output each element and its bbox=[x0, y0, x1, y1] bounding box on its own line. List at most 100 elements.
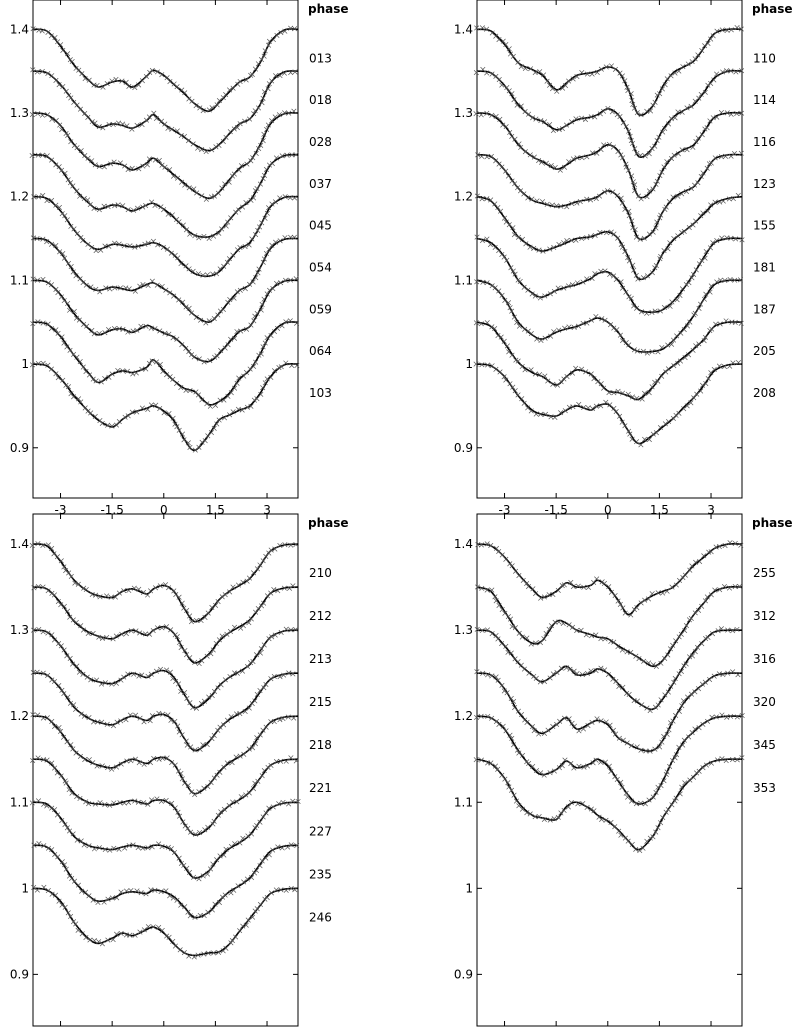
data-point-marker bbox=[597, 229, 603, 236]
data-point-marker bbox=[86, 715, 92, 721]
data-point-marker bbox=[198, 317, 204, 323]
data-point-marker bbox=[65, 132, 71, 139]
data-point-marker bbox=[696, 341, 702, 347]
data-point-marker bbox=[49, 677, 55, 683]
data-point-marker bbox=[220, 306, 226, 313]
data-point-marker bbox=[59, 902, 65, 908]
data-point-marker bbox=[677, 292, 683, 299]
data-point-marker bbox=[662, 421, 668, 427]
data-point-marker bbox=[217, 769, 223, 775]
data-point-marker bbox=[496, 77, 502, 83]
data-point-marker bbox=[615, 644, 621, 650]
data-point-marker bbox=[255, 778, 261, 784]
data-point-marker bbox=[81, 713, 87, 719]
data-point-marker bbox=[55, 375, 61, 381]
data-point-marker bbox=[609, 109, 615, 115]
data-point-marker bbox=[619, 73, 625, 79]
data-point-marker bbox=[97, 800, 103, 806]
data-point-marker bbox=[582, 117, 589, 123]
data-point-marker bbox=[52, 765, 58, 771]
data-point-marker bbox=[193, 103, 199, 109]
plot-frame bbox=[32, 513, 299, 1027]
data-point-marker bbox=[565, 283, 572, 289]
y-tick-label: 1.4 bbox=[10, 537, 29, 551]
data-point-marker bbox=[264, 126, 270, 132]
data-point-marker bbox=[203, 320, 209, 326]
data-point-marker bbox=[260, 558, 266, 564]
data-point-marker bbox=[675, 109, 681, 115]
data-point-marker bbox=[504, 257, 510, 263]
data-point-marker bbox=[62, 170, 68, 176]
data-point-marker bbox=[204, 871, 211, 877]
data-point-marker bbox=[731, 151, 738, 157]
data-point-marker bbox=[51, 551, 57, 557]
data-point-marker bbox=[732, 319, 738, 325]
data-point-marker bbox=[81, 321, 87, 328]
data-point-marker bbox=[243, 77, 249, 83]
data-point-marker bbox=[187, 444, 193, 451]
data-point-marker bbox=[663, 809, 669, 815]
x-tick-label: 3 bbox=[263, 503, 271, 517]
data-point-marker bbox=[599, 579, 605, 585]
data-point-marker bbox=[592, 114, 598, 120]
data-point-marker bbox=[615, 388, 621, 394]
data-point-marker bbox=[628, 743, 634, 749]
data-point-marker bbox=[101, 899, 107, 905]
phase-label-235: 235 bbox=[309, 867, 332, 881]
data-point-marker bbox=[719, 756, 725, 762]
data-point-marker bbox=[546, 626, 552, 632]
data-point-marker bbox=[571, 723, 578, 729]
data-point-marker bbox=[713, 321, 719, 327]
data-point-marker bbox=[630, 179, 636, 185]
data-point-marker bbox=[612, 824, 618, 830]
data-point-marker bbox=[295, 798, 301, 805]
data-point-marker bbox=[598, 665, 604, 671]
data-point-marker bbox=[733, 236, 739, 242]
y-tick-label: 1.2 bbox=[454, 709, 473, 723]
data-point-marker bbox=[566, 159, 572, 165]
data-point-marker bbox=[278, 758, 284, 764]
data-point-marker bbox=[480, 670, 486, 676]
data-point-marker bbox=[140, 589, 147, 595]
data-point-marker bbox=[158, 889, 164, 895]
data-point-marker bbox=[227, 628, 233, 634]
data-point-marker bbox=[276, 112, 282, 118]
data-point-marker bbox=[558, 810, 564, 816]
data-point-marker bbox=[690, 347, 696, 353]
data-point-marker bbox=[684, 403, 690, 409]
data-point-marker bbox=[174, 84, 180, 90]
data-point-marker bbox=[257, 224, 263, 230]
data-point-marker bbox=[679, 784, 685, 790]
data-point-marker bbox=[519, 236, 526, 242]
data-point-marker bbox=[550, 127, 556, 134]
data-point-marker bbox=[203, 149, 209, 155]
data-point-marker bbox=[109, 78, 115, 84]
data-point-marker bbox=[109, 681, 115, 687]
data-point-marker bbox=[48, 241, 55, 247]
data-point-marker bbox=[540, 248, 546, 254]
data-point-marker bbox=[117, 285, 124, 291]
data-point-marker bbox=[45, 321, 51, 327]
data-point-marker bbox=[36, 841, 42, 847]
data-point-marker bbox=[61, 564, 67, 570]
data-point-marker bbox=[509, 563, 515, 569]
data-point-marker bbox=[593, 668, 599, 674]
data-point-marker bbox=[632, 182, 638, 188]
data-point-marker bbox=[76, 317, 82, 323]
data-point-marker bbox=[146, 114, 152, 120]
data-point-marker bbox=[82, 76, 88, 82]
data-point-marker bbox=[125, 167, 131, 173]
data-point-marker bbox=[251, 363, 257, 370]
data-point-marker bbox=[681, 406, 687, 412]
data-point-marker bbox=[29, 362, 36, 368]
data-point-marker bbox=[522, 367, 528, 373]
data-point-marker bbox=[123, 717, 129, 723]
data-point-marker bbox=[728, 153, 734, 159]
data-point-marker bbox=[258, 142, 264, 148]
data-point-marker bbox=[515, 234, 522, 240]
data-point-marker bbox=[123, 888, 130, 894]
data-point-marker bbox=[110, 121, 116, 127]
data-point-marker bbox=[100, 84, 106, 90]
data-point-marker bbox=[523, 241, 529, 247]
data-point-marker bbox=[136, 586, 142, 592]
